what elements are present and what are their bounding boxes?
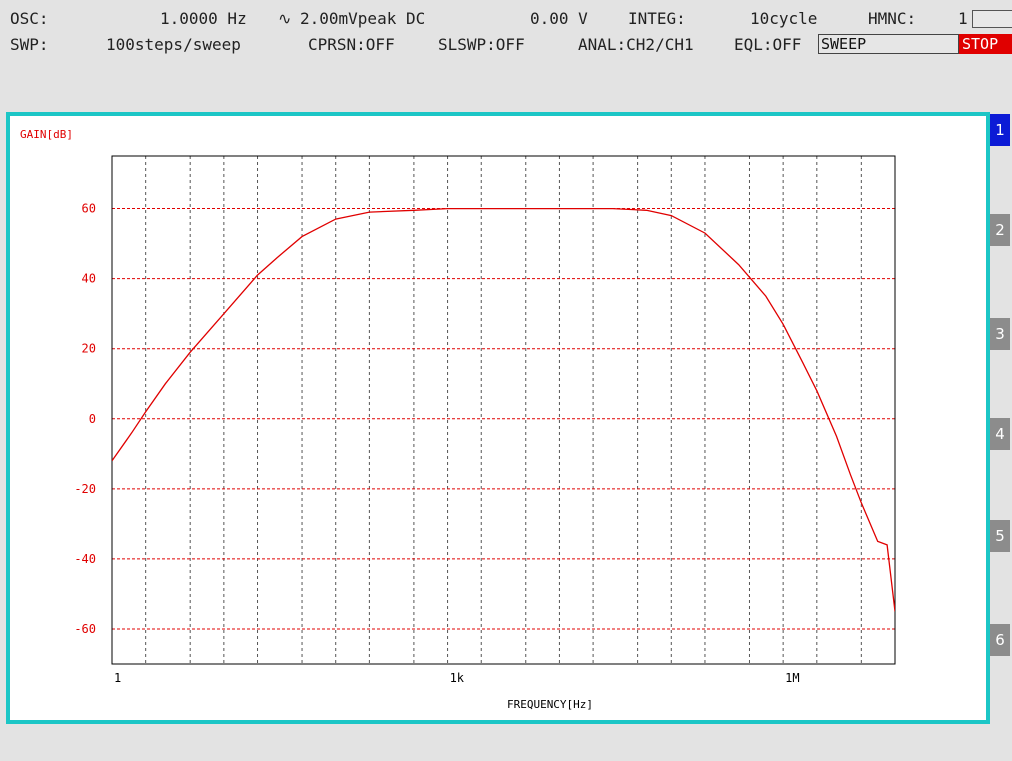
swp-label: SWP: <box>10 35 49 54</box>
display-tab-3[interactable]: 3 <box>990 318 1010 350</box>
x-tick-label: 1 <box>114 671 121 685</box>
display-tab-4[interactable]: 4 <box>990 418 1010 450</box>
sine-wave-icon: ∿ <box>278 9 292 28</box>
plot-area-border <box>111 155 896 665</box>
dc-bias-value[interactable]: 0.00 V <box>530 9 588 28</box>
y-tick-label: -40 <box>74 552 96 566</box>
y-tick-label: 20 <box>82 342 96 356</box>
integ-value[interactable]: 10cycle <box>750 9 818 28</box>
cprsn-setting[interactable]: CPRSN:OFF <box>308 35 395 54</box>
osc-frequency-value[interactable]: 1.0000 Hz <box>160 9 247 28</box>
display-tab-2[interactable]: 2 <box>990 214 1010 246</box>
slswp-setting[interactable]: SLSWP:OFF <box>438 35 525 54</box>
hmnc-field[interactable] <box>972 10 1012 28</box>
y-tick-label: 60 <box>82 202 96 216</box>
sweep-mode-indicator[interactable]: SWEEP <box>818 34 959 54</box>
y-axis-title: GAIN[dB] <box>20 128 73 141</box>
integ-label: INTEG: <box>628 9 686 28</box>
stop-button[interactable]: STOP <box>959 34 1012 54</box>
anal-setting[interactable]: ANAL:CH2/CH1 <box>578 35 694 54</box>
swp-steps-value[interactable]: 100steps/sweep <box>106 35 241 54</box>
y-tick-label: 0 <box>89 412 96 426</box>
x-tick-label: 1M <box>785 671 799 685</box>
display-tab-5[interactable]: 5 <box>990 520 1010 552</box>
gain-trace-line <box>112 207 895 612</box>
y-tick-label: -20 <box>74 482 96 496</box>
status-row-oscillator: OSC: 1.0000 Hz ∿ 2.00mVpeak DC 0.00 V IN… <box>0 8 968 30</box>
graph-panel: 60 40 20 0 -20 -40 -60 1 1k 1M GAIN[dB] FREQUENCY[H… <box>6 112 990 724</box>
osc-label: OSC: <box>10 9 49 28</box>
eql-setting[interactable]: EQL:OFF <box>734 35 802 54</box>
status-row-sweep: SWP: 100steps/sweep CPRSN:OFF SLSWP:OFF … <box>0 34 801 56</box>
display-tab-1[interactable]: 1 <box>990 114 1010 146</box>
x-tick-label: 1k <box>450 671 465 685</box>
osc-amplitude-value[interactable]: 2.00mVpeak DC <box>300 9 426 28</box>
display-tab-6[interactable]: 6 <box>990 624 1010 656</box>
hmnc-value[interactable]: 1 <box>958 9 968 28</box>
hmnc-label: HMNC: <box>868 9 917 28</box>
status-bar: OSC: 1.0000 Hz ∿ 2.00mVpeak DC 0.00 V IN… <box>0 0 1012 110</box>
y-tick-label: 40 <box>82 272 96 286</box>
x-axis-title: FREQUENCY[Hz] <box>507 698 593 711</box>
y-tick-label: -60 <box>74 622 96 636</box>
gain-frequency-chart: 60 40 20 0 -20 -40 -60 1 1k 1M GAIN[dB] FREQUENCY[H… <box>20 128 896 711</box>
